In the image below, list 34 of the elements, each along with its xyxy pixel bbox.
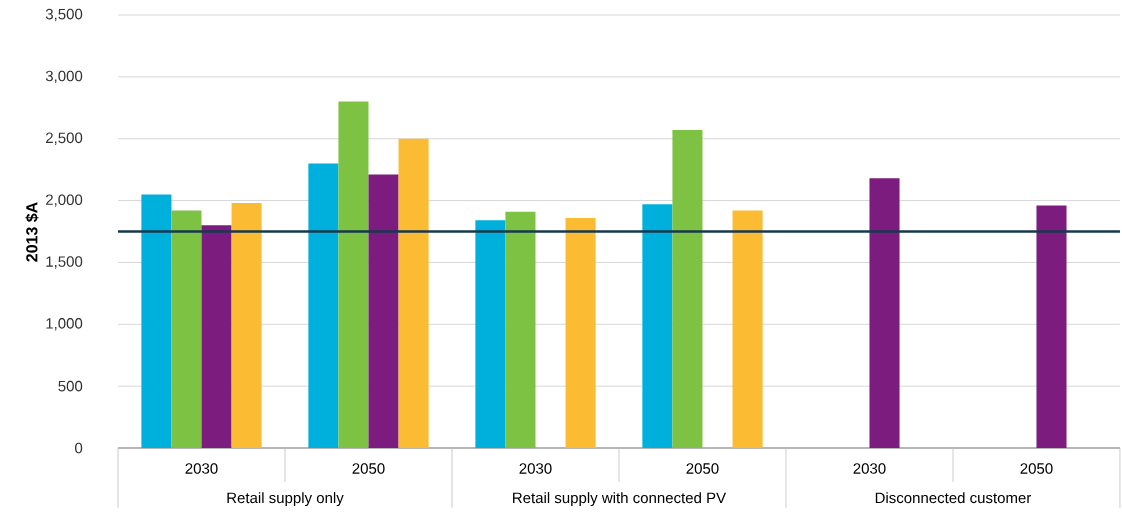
bar	[308, 163, 339, 448]
bar	[171, 210, 202, 448]
bar	[398, 138, 429, 448]
y-tick-label: 2,000	[46, 194, 83, 207]
y-tick-label: 3,000	[45, 70, 83, 84]
x-tick-label: 2030	[853, 463, 886, 474]
text: Retail supply with connected PV	[513, 492, 727, 507]
y-tick-label: 2,500	[46, 132, 83, 145]
bar	[642, 204, 673, 448]
x-tick-label: 2050	[686, 463, 719, 474]
bar	[338, 101, 369, 448]
bar	[672, 130, 703, 448]
x-tick-label: 2050	[1020, 463, 1053, 474]
bar	[141, 194, 172, 448]
bar	[368, 174, 399, 448]
text: Retail supply only	[227, 492, 344, 507]
y-tick-label: 500	[58, 380, 83, 392]
bar	[201, 225, 232, 448]
y-axis-title: 2013 $A	[25, 202, 39, 262]
bar	[231, 203, 262, 448]
y-tick-label: 1,000	[46, 318, 83, 331]
bar	[732, 210, 763, 448]
y-tick-label: 1,500	[46, 256, 83, 269]
y-tick-label: 3,500	[45, 8, 83, 22]
bar	[505, 211, 536, 448]
bar	[475, 220, 506, 448]
x-tick-label: 2050	[352, 463, 385, 474]
y-tick-label: 0	[75, 442, 83, 454]
x-tick-label: 2030	[519, 463, 552, 474]
text: Disconnected customer	[875, 492, 1032, 504]
bar	[1036, 205, 1067, 448]
x-tick-label: 2030	[185, 463, 218, 474]
bar	[565, 217, 596, 448]
bar	[869, 178, 900, 448]
